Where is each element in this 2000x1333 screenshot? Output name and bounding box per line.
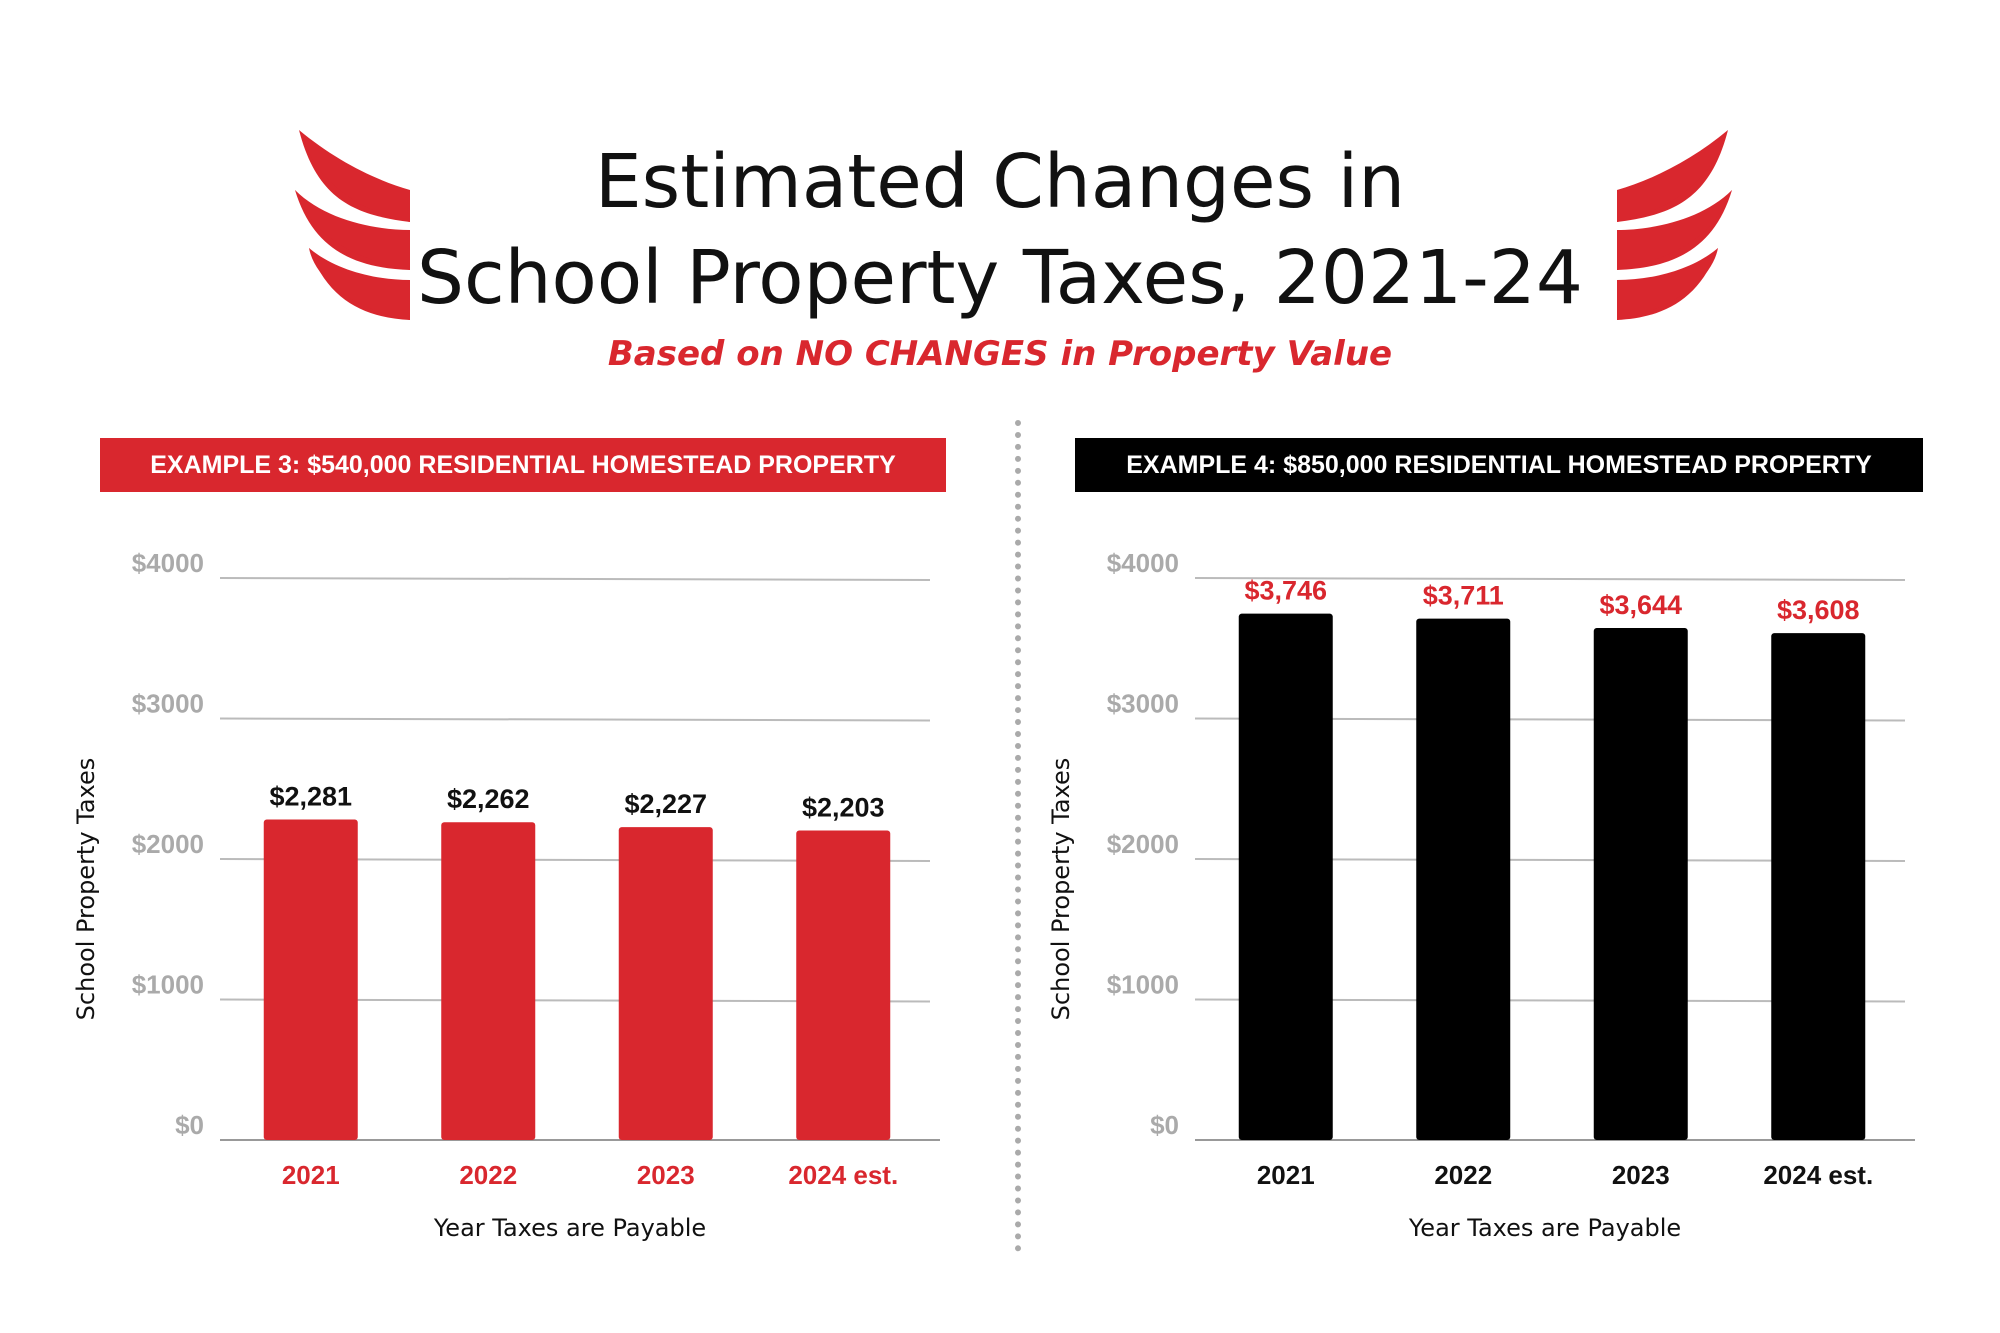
- chart1-bar-2024est: [1771, 633, 1866, 1140]
- chart1-gridline-4: [1194, 577, 1906, 581]
- chart1-category-label: 2022: [1434, 1160, 1492, 1190]
- chart1-category-label: 2023: [1612, 1160, 1670, 1190]
- chart0-y-tick-label: $0: [175, 1110, 204, 1140]
- chart0-x-axis-title: Year Taxes are Payable: [433, 1214, 706, 1242]
- chart0-y-tick-label: $2000: [132, 829, 204, 859]
- left-wing-logo-icon: [295, 130, 410, 320]
- chart0-category-label: 2021: [282, 1160, 340, 1190]
- example-4-banner: EXAMPLE 4: $850,000 RESIDENTIAL HOMESTEA…: [1075, 438, 1923, 492]
- chart0-category-label: 2023: [637, 1160, 695, 1190]
- chart1-value-label: $3,644: [1599, 590, 1682, 620]
- chart0-y-axis-title: School Property Taxes: [72, 758, 100, 1021]
- chart0-bar-2022: [441, 822, 536, 1140]
- example-3-chart: $0 $1000 $2000 $3000 $4000 $2,281 2021 $2,262 20…: [72, 548, 940, 1242]
- chart0-value-label: $2,281: [269, 782, 352, 812]
- chart1-category-label: 2024 est.: [1763, 1160, 1873, 1190]
- chart1-value-label: $3,711: [1423, 581, 1504, 611]
- subtitle: Based on NO CHANGES in Property Value: [607, 334, 1393, 374]
- example-4-chart: $0 $1000 $2000 $3000 $4000 $3,746 2021 $3,711 20…: [1047, 548, 1915, 1242]
- chart1-y-tick-label: $2000: [1107, 829, 1179, 859]
- example-3-banner: EXAMPLE 3: $540,000 RESIDENTIAL HOMESTEA…: [100, 438, 946, 492]
- chart1-value-label: $3,746: [1244, 576, 1327, 606]
- chart0-value-label: $2,203: [802, 792, 885, 822]
- chart0-gridline-4: [219, 577, 931, 581]
- chart1-value-label: $3,608: [1777, 595, 1860, 625]
- chart0-y-tick-label: $3000: [132, 689, 204, 719]
- chart0-bar-2024est: [796, 830, 891, 1140]
- chart0-category-label: 2024 est.: [788, 1160, 898, 1190]
- panel-divider: [1015, 420, 1021, 1252]
- chart1-y-tick-label: $4000: [1107, 548, 1179, 578]
- chart1-y-tick-label: $3000: [1107, 689, 1179, 719]
- chart0-category-label: 2022: [459, 1160, 517, 1190]
- chart1-y-tick-label: $0: [1150, 1110, 1179, 1140]
- chart1-bar-2022: [1416, 618, 1511, 1140]
- chart1-x-axis-title: Year Taxes are Payable: [1408, 1214, 1681, 1242]
- chart1-y-tick-label: $1000: [1107, 970, 1179, 1000]
- chart0-y-tick-label: $4000: [132, 548, 204, 578]
- title-line-1: Estimated Changes in: [594, 139, 1406, 225]
- chart1-bar-2023: [1593, 628, 1688, 1140]
- chart0-bar-2023: [618, 827, 713, 1140]
- chart0-y-tick-label: $1000: [132, 970, 204, 1000]
- chart0-gridline-3: [219, 717, 931, 722]
- chart0-value-label: $2,262: [447, 784, 530, 814]
- chart0-value-label: $2,227: [624, 789, 707, 819]
- title-line-2: School Property Taxes, 2021-24: [417, 235, 1583, 321]
- chart0-bar-2021: [263, 819, 358, 1140]
- chart1-category-label: 2021: [1257, 1160, 1315, 1190]
- page-title: Estimated Changes in School Property Tax…: [0, 134, 2000, 326]
- chart1-y-axis-title: School Property Taxes: [1047, 758, 1075, 1021]
- chart1-bar-2021: [1238, 613, 1333, 1140]
- right-wing-logo-icon: [1617, 130, 1732, 320]
